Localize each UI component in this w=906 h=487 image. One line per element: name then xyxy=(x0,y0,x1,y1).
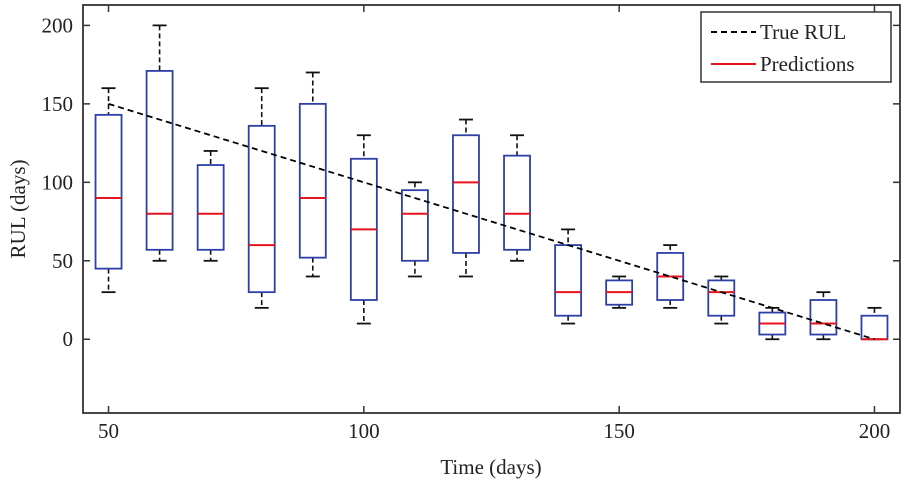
x-tick-label: 150 xyxy=(603,419,635,443)
legend-true-rul-label: True RUL xyxy=(760,20,846,44)
box-190 xyxy=(809,291,838,341)
iqr-box xyxy=(452,134,480,254)
iqr-box xyxy=(247,124,276,294)
box-120 xyxy=(452,118,480,278)
y-axis-label: RUL (days) xyxy=(6,160,30,259)
legend-box xyxy=(700,11,892,83)
y-tick-label: 50 xyxy=(52,249,73,273)
legend: True RUL Predictions xyxy=(700,11,892,83)
box-200 xyxy=(860,306,889,341)
true-rul-line xyxy=(108,103,875,341)
iqr-box xyxy=(298,102,327,259)
plot-marks xyxy=(94,24,889,341)
y-tick-label: 200 xyxy=(42,13,74,37)
y-tick-label: 0 xyxy=(63,327,74,351)
iqr-box xyxy=(145,70,174,251)
box-170 xyxy=(707,275,736,325)
box-90 xyxy=(298,71,327,278)
box-130 xyxy=(503,134,531,262)
box-100 xyxy=(349,134,378,325)
iqr-box xyxy=(554,244,582,317)
iqr-box xyxy=(503,154,531,251)
x-tick-label: 50 xyxy=(98,419,119,443)
iqr-box xyxy=(809,299,838,336)
y-tick-label: 100 xyxy=(42,170,74,194)
box-50 xyxy=(94,87,123,294)
y-tick-label: 150 xyxy=(42,92,74,116)
box-70 xyxy=(196,150,225,262)
box-140 xyxy=(554,228,582,325)
box-150 xyxy=(605,275,634,309)
iqr-box xyxy=(196,164,225,251)
x-tick-label: 100 xyxy=(348,419,380,443)
axes: 50 100 150 200 0 50 100 150 200 xyxy=(42,4,901,443)
box-60 xyxy=(145,24,174,262)
x-tick-label: 200 xyxy=(859,419,891,443)
box-160 xyxy=(656,244,685,309)
x-axis-label: Time (days) xyxy=(440,455,541,479)
box-180 xyxy=(758,306,787,341)
box-110 xyxy=(401,181,429,278)
iqr-box xyxy=(94,113,123,270)
plot-frame xyxy=(82,4,901,414)
legend-predictions-label: Predictions xyxy=(760,52,855,76)
box-80 xyxy=(247,87,276,309)
iqr-box xyxy=(401,189,429,262)
iqr-box xyxy=(707,279,736,317)
